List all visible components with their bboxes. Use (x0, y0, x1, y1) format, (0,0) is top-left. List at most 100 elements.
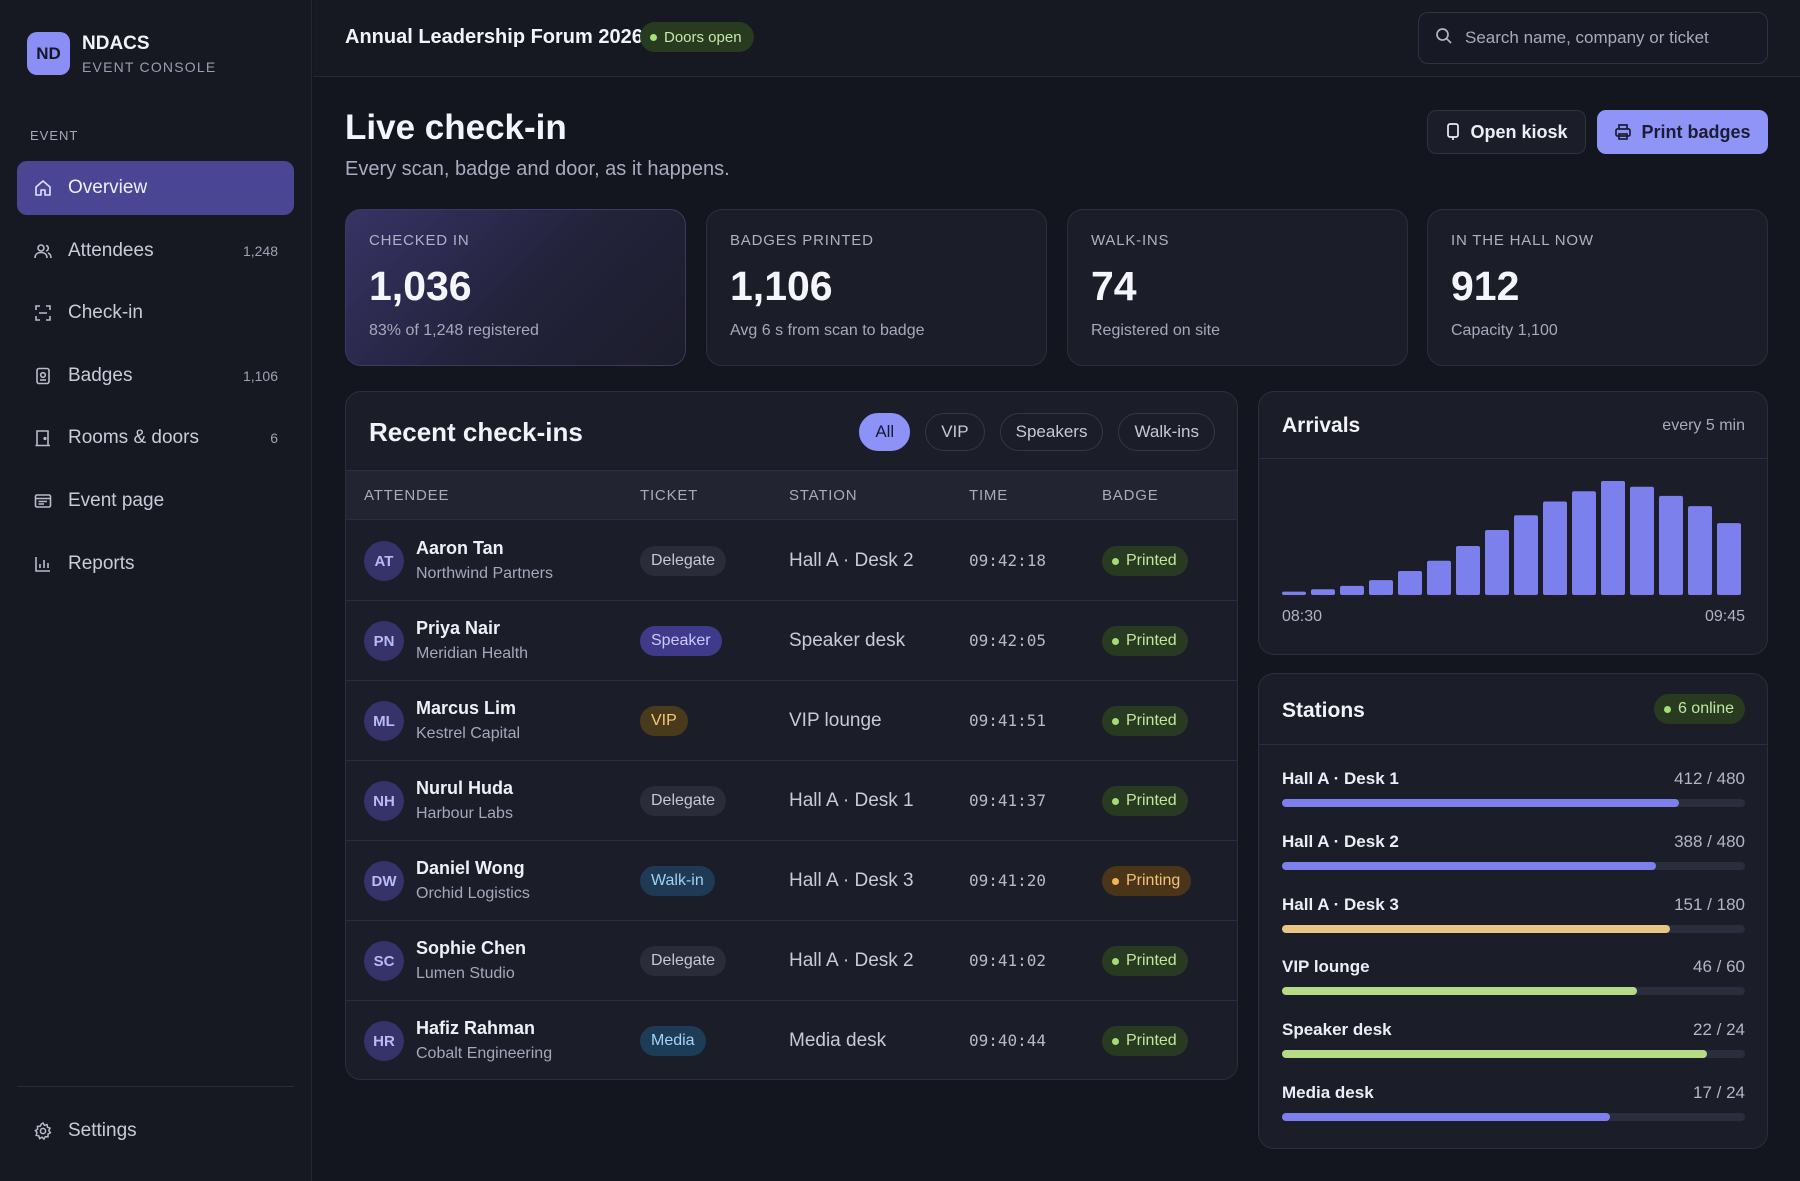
brand-subtitle: EVENT CONSOLE (82, 58, 217, 75)
sidebar-item-event-page[interactable]: Event page (17, 474, 294, 528)
stations-panel: Stations 6 online Hall A · Desk 1 412 / 4… (1258, 673, 1768, 1149)
search-box[interactable] (1418, 12, 1768, 64)
filter-chips: All VIP Speakers Walk-ins (859, 413, 1215, 451)
station-count: 22 / 24 (1693, 1020, 1745, 1040)
column-header-attendee[interactable]: ATTENDEE (364, 487, 450, 504)
table-row[interactable]: ML Marcus Lim Kestrel Capital VIP VIP lounge… (346, 681, 1237, 761)
attendee-name[interactable]: Daniel Wong (416, 858, 525, 878)
sidebar-item-reports[interactable]: Reports (17, 537, 294, 591)
search-input[interactable] (1465, 28, 1755, 48)
sidebar-item-overview[interactable]: Overview (17, 161, 294, 215)
status-label: Doors open (664, 28, 742, 46)
badge-status-dot (1112, 1037, 1119, 1045)
table-row[interactable]: PN Priya Nair Meridian Health Speaker Speake… (346, 601, 1237, 681)
bar-chart-icon (33, 554, 53, 574)
attendee-name[interactable]: Marcus Lim (416, 698, 517, 718)
status-badge: Doors open (640, 22, 754, 52)
column-header-station[interactable]: STATION (789, 487, 858, 504)
attendee-company: Orchid Logistics (416, 885, 530, 902)
table-row[interactable]: SC Sophie Chen Lumen Studio Delegate Hall A … (346, 921, 1237, 1001)
online-label: 6 online (1677, 700, 1734, 717)
search-icon (1435, 27, 1453, 50)
home-icon (33, 178, 53, 198)
brand-name: NDACS (82, 32, 150, 54)
table-row[interactable]: DW Daniel Wong Orchid Logistics Walk-in Hall… (346, 841, 1237, 921)
arrivals-interval: every 5 min (1662, 417, 1745, 434)
badge-status-label: Printed (1126, 952, 1177, 969)
column-header-time[interactable]: TIME (969, 487, 1009, 504)
page-icon (33, 491, 53, 511)
stat-card-in-the-hall: IN THE HALL NOW 912 Capacity 1,100 (1427, 209, 1768, 366)
attendee-name[interactable]: Sophie Chen (416, 938, 527, 958)
badge-status: Printed (1102, 946, 1188, 976)
stations-title: Stations (1282, 699, 1365, 722)
station-cell: VIP lounge (789, 710, 882, 731)
badge-status-label: Printed (1126, 1032, 1177, 1049)
filter-speakers[interactable]: Speakers (999, 413, 1104, 451)
sidebar-item-settings[interactable]: Settings (17, 1104, 294, 1158)
sidebar-item-count: 1,248 (242, 242, 278, 259)
sidebar-item-label: Check-in (68, 302, 143, 324)
print-badges-button[interactable]: Print badges (1597, 110, 1768, 154)
attendee-company: Meridian Health (416, 645, 529, 662)
station-name: Media desk (1282, 1083, 1374, 1102)
station-count: 17 / 24 (1693, 1083, 1745, 1102)
recent-check-ins-panel: Recent check-ins All VIP Speakers Walk-i… (345, 391, 1238, 1080)
attendee-name[interactable]: Hafiz Rahman (416, 1018, 536, 1038)
station-cell: Speaker desk (789, 630, 906, 651)
time-cell: 09:42:05 (969, 631, 1047, 650)
time-cell: 09:41:51 (969, 711, 1047, 730)
sidebar-item-rooms-doors[interactable]: Rooms & doors 6 (17, 411, 294, 465)
arrivals-bar (1630, 486, 1654, 595)
ticket-badge: Delegate (640, 546, 727, 576)
stat-footnote: 83% of 1,248 registered (369, 322, 539, 339)
attendee-name[interactable]: Priya Nair (416, 618, 501, 638)
arrivals-bar (1688, 506, 1712, 595)
users-icon (33, 241, 53, 261)
top-bar: Annual Leadership Forum 2026 Doors open (313, 0, 1800, 77)
station-progress-fill (1282, 987, 1638, 996)
station-progress-track (1282, 861, 1745, 870)
station-cell: Hall A · Desk 2 (789, 950, 914, 971)
sidebar-item-label: Reports (68, 552, 135, 574)
attendee-name[interactable]: Aaron Tan (416, 538, 504, 558)
sidebar-item-label: Overview (68, 177, 148, 198)
stat-label: WALK-INS (1091, 232, 1170, 249)
status-dot (650, 33, 657, 41)
open-kiosk-button[interactable]: Open kiosk (1427, 110, 1586, 154)
badge-status: Printed (1102, 626, 1188, 656)
sidebar-item-label: Settings (68, 1120, 137, 1141)
station-count: 46 / 60 (1693, 957, 1745, 977)
attendee-company: Harbour Labs (416, 805, 513, 822)
ticket-badge: Speaker (640, 626, 722, 656)
column-header-badge[interactable]: BADGE (1102, 487, 1159, 504)
x-axis-end-label: 09:45 (1704, 608, 1745, 625)
filter-vip[interactable]: VIP (925, 413, 985, 451)
filter-all[interactable]: All (859, 413, 911, 451)
tablet-icon (1445, 123, 1461, 141)
arrivals-bar (1340, 585, 1364, 595)
sidebar-item-badges[interactable]: Badges 1,106 (17, 349, 294, 403)
stat-value: 74 (1091, 263, 1137, 309)
attendee-company: Kestrel Capital (416, 725, 521, 742)
arrivals-bar (1659, 495, 1683, 595)
column-header-ticket[interactable]: TICKET (640, 487, 699, 504)
sidebar: ND NDACS EVENT CONSOLE EVENT Overview At… (0, 0, 312, 1181)
time-cell: 09:41:37 (969, 791, 1047, 810)
sidebar-item-count: 1,106 (242, 367, 278, 384)
sidebar-item-attendees[interactable]: Attendees 1,248 (17, 224, 294, 278)
table-row[interactable]: NH Nurul Huda Harbour Labs Delegate Hall A ·… (346, 761, 1237, 841)
station-count: 412 / 480 (1674, 769, 1745, 788)
table-row[interactable]: AT Aaron Tan Northwind Partners Delegate Hal… (346, 521, 1237, 601)
attendee-name[interactable]: Nurul Huda (416, 778, 513, 798)
sidebar-item-label: Rooms & doors (68, 427, 199, 449)
badge-status: Printed (1102, 706, 1188, 736)
gear-icon (33, 1121, 53, 1141)
station-name: VIP lounge (1282, 957, 1370, 977)
badge-status-dot (1112, 717, 1119, 725)
filter-walk-ins[interactable]: Walk-ins (1118, 413, 1215, 451)
table-row[interactable]: HR Hafiz Rahman Cobalt Engineering Media Med… (346, 1001, 1237, 1079)
arrivals-bar (1311, 589, 1335, 595)
sidebar-item-check-in[interactable]: Check-in (17, 286, 294, 340)
stat-footnote: Capacity 1,100 (1451, 322, 1558, 339)
